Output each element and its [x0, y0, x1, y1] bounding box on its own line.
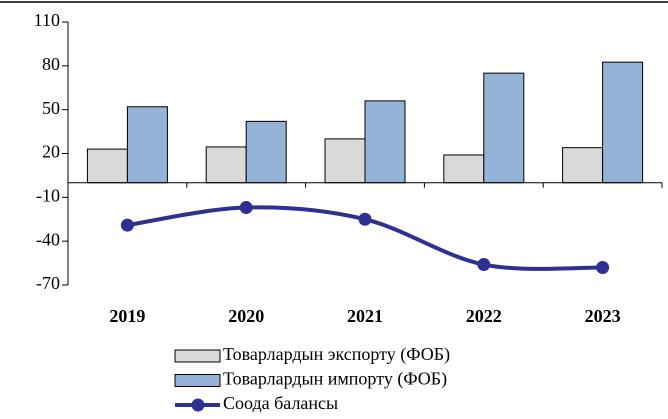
bar	[602, 61, 644, 184]
bar	[483, 72, 525, 184]
bar	[86, 148, 128, 184]
bar	[364, 100, 406, 184]
line-marker	[239, 201, 253, 215]
y-tick-label: 20	[42, 142, 60, 162]
bar	[126, 106, 168, 184]
legend-label: Соода балансы	[223, 393, 338, 413]
bar	[245, 120, 287, 184]
legend-swatch	[191, 398, 205, 412]
line-marker	[596, 260, 610, 274]
bar	[443, 154, 485, 184]
x-tick-label: 2019	[109, 306, 145, 326]
y-tick-label: 50	[42, 98, 60, 118]
legend-label: Товарлардын импорту (ФОБ)	[223, 369, 447, 390]
y-tick-label: -70	[36, 273, 60, 293]
legend-label: Товарлардын экспорту (ФОБ)	[223, 344, 450, 365]
y-tick-label: 110	[34, 10, 60, 30]
x-tick-label: 2020	[228, 306, 264, 326]
y-tick-label: 80	[42, 54, 60, 74]
x-tick-label: 2022	[466, 306, 502, 326]
legend-swatch	[174, 349, 221, 363]
bar	[562, 147, 604, 184]
line-marker	[477, 258, 491, 272]
line-marker	[358, 212, 372, 226]
bar	[324, 138, 366, 184]
bar	[205, 146, 247, 184]
legend-swatch	[174, 374, 221, 387]
x-tick-label: 2021	[347, 306, 383, 326]
line-marker	[120, 218, 134, 232]
y-tick-label: -40	[36, 229, 60, 249]
y-tick-label: -10	[36, 185, 60, 205]
x-tick-label: 2023	[585, 306, 621, 326]
